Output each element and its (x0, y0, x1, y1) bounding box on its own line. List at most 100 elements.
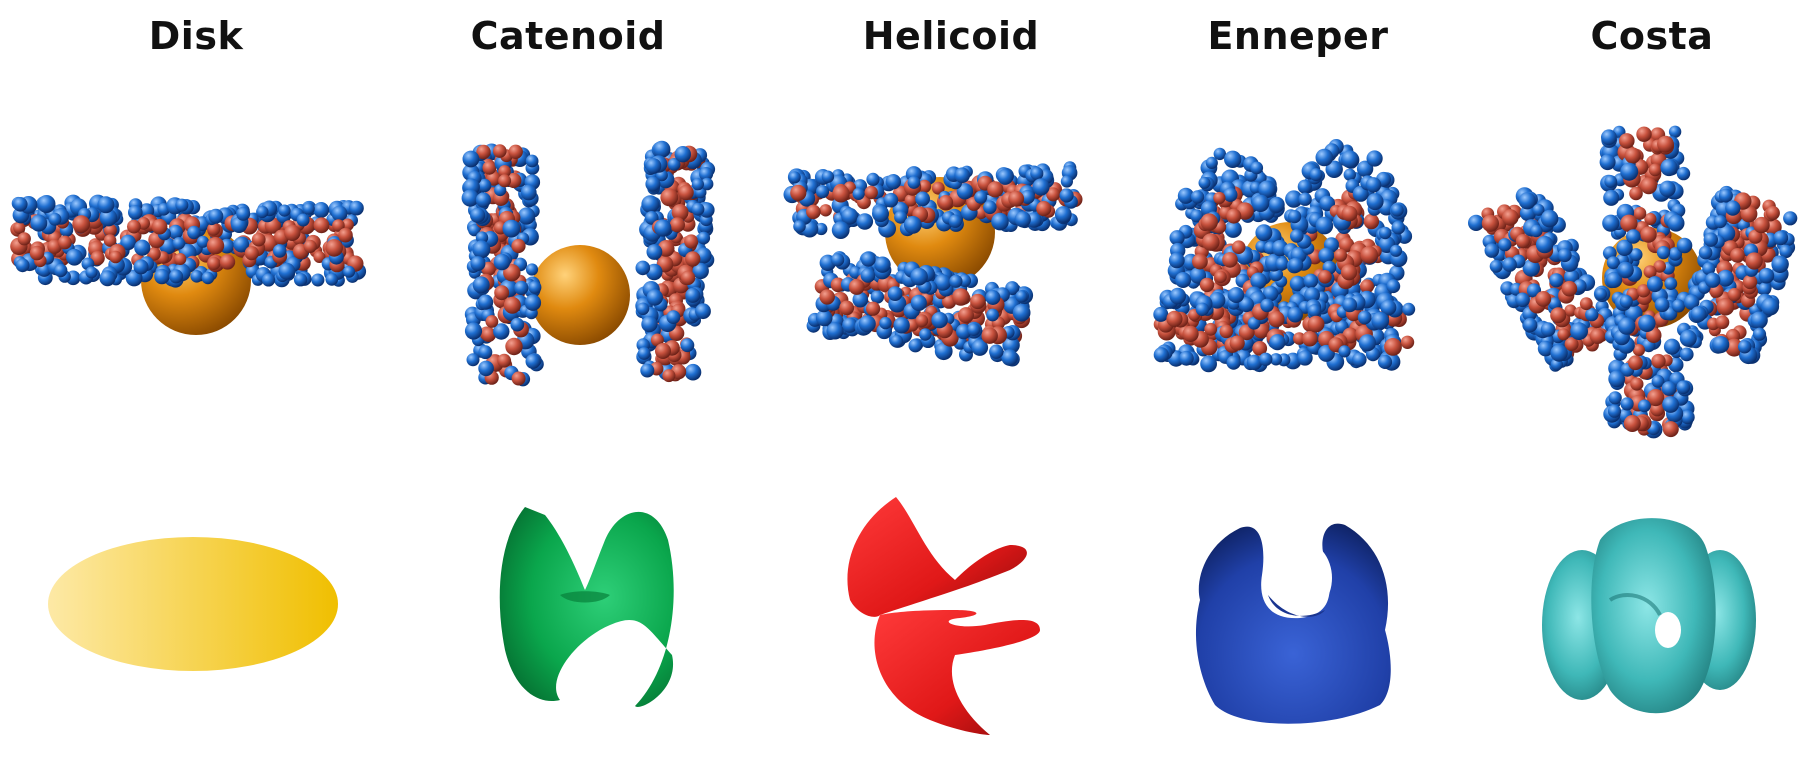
blue-bead (1683, 294, 1700, 310)
blue-bead (903, 216, 922, 234)
blue-bead (1303, 273, 1319, 289)
red-bead (1564, 304, 1577, 317)
blue-bead (1537, 340, 1554, 357)
blue-bead (1325, 160, 1343, 178)
blue-bead (472, 276, 490, 294)
blue-bead (134, 239, 151, 256)
blue-bead (478, 345, 493, 360)
blue-bead (1659, 180, 1676, 197)
blue-bead (1386, 279, 1401, 294)
blue-bead (1761, 297, 1780, 316)
blue-bead (1290, 229, 1304, 243)
blue-bead (1662, 396, 1679, 413)
blue-bead (919, 328, 932, 341)
red-bead (109, 250, 122, 264)
red-bead (1647, 389, 1665, 407)
blue-bead (1468, 214, 1485, 231)
blue-bead (931, 311, 948, 329)
red-bead (1333, 248, 1348, 262)
red-bead (90, 250, 105, 266)
blue-bead (1654, 297, 1670, 313)
red-bead (866, 301, 881, 316)
red-bead (958, 307, 974, 324)
blue-bead (1304, 287, 1320, 303)
blue-bead (1540, 209, 1559, 228)
red-bead (1515, 234, 1530, 249)
blue-bead (1616, 239, 1633, 256)
blue-bead (893, 317, 910, 334)
blue-bead (852, 291, 869, 308)
blue-bead (1246, 354, 1263, 371)
blue-bead (641, 316, 658, 333)
blue-bead (1663, 338, 1681, 355)
red-bead (1008, 190, 1025, 207)
red-bead (1740, 205, 1758, 223)
blue-bead (831, 221, 850, 240)
blue-bead (1288, 210, 1302, 224)
blue-bead (885, 174, 901, 190)
red-bead (1579, 297, 1593, 311)
blue-bead (233, 236, 250, 253)
blue-bead (636, 302, 650, 316)
red-bead (970, 293, 986, 310)
blue-bead (1676, 237, 1693, 254)
blue-bead (1594, 287, 1607, 301)
blue-bead (1338, 345, 1351, 358)
red-bead (790, 184, 807, 201)
red-bead (819, 289, 835, 305)
red-bead (1633, 206, 1647, 220)
blue-bead (691, 202, 705, 216)
blue-bead (37, 195, 56, 213)
red-bead (680, 270, 696, 285)
blue-bead (475, 192, 491, 208)
red-bead (1231, 240, 1246, 254)
blue-bead (793, 220, 806, 233)
blue-bead (1603, 189, 1620, 206)
blue-bead (986, 308, 999, 322)
blue-bead (196, 235, 209, 248)
red-bead (1745, 252, 1763, 270)
blue-bead (99, 270, 116, 287)
blue-bead (956, 323, 972, 340)
red-bead (332, 219, 345, 232)
blue-bead (1602, 214, 1620, 232)
blue-bead (1389, 244, 1403, 257)
costa-bead-assembly (1468, 125, 1798, 439)
red-bead (482, 160, 497, 175)
blue-bead (830, 253, 845, 267)
red-bead (662, 369, 676, 383)
red-bead (505, 337, 523, 356)
blue-bead (883, 192, 899, 208)
blue-bead (1169, 287, 1187, 305)
blue-bead (1015, 290, 1028, 303)
red-bead (481, 327, 497, 342)
blue-bead (1604, 175, 1618, 188)
red-bead (103, 223, 117, 237)
helicoid-surface (847, 497, 1040, 735)
red-bead (1644, 212, 1657, 226)
blue-bead (66, 248, 83, 266)
red-bead (1623, 415, 1641, 432)
red-bead (1360, 246, 1378, 264)
blue-bead (190, 270, 203, 283)
red-bead (1651, 353, 1666, 369)
blue-bead (1356, 160, 1374, 177)
blue-bead (278, 262, 296, 280)
blue-bead (971, 339, 989, 356)
blue-bead (293, 273, 308, 287)
red-bead (684, 234, 699, 249)
blue-bead (1523, 317, 1538, 333)
red-bead (103, 234, 117, 247)
blue-bead (915, 191, 930, 207)
red-bead (1192, 253, 1208, 270)
blue-bead (1679, 329, 1697, 347)
blue-bead (1258, 180, 1276, 198)
red-bead (650, 333, 664, 347)
red-bead (864, 185, 878, 200)
blue-bead (120, 234, 136, 251)
blue-bead (169, 269, 184, 284)
red-bead (832, 185, 850, 203)
blue-bead (97, 196, 115, 214)
blue-bead (1014, 211, 1031, 228)
blue-bead (841, 207, 859, 225)
